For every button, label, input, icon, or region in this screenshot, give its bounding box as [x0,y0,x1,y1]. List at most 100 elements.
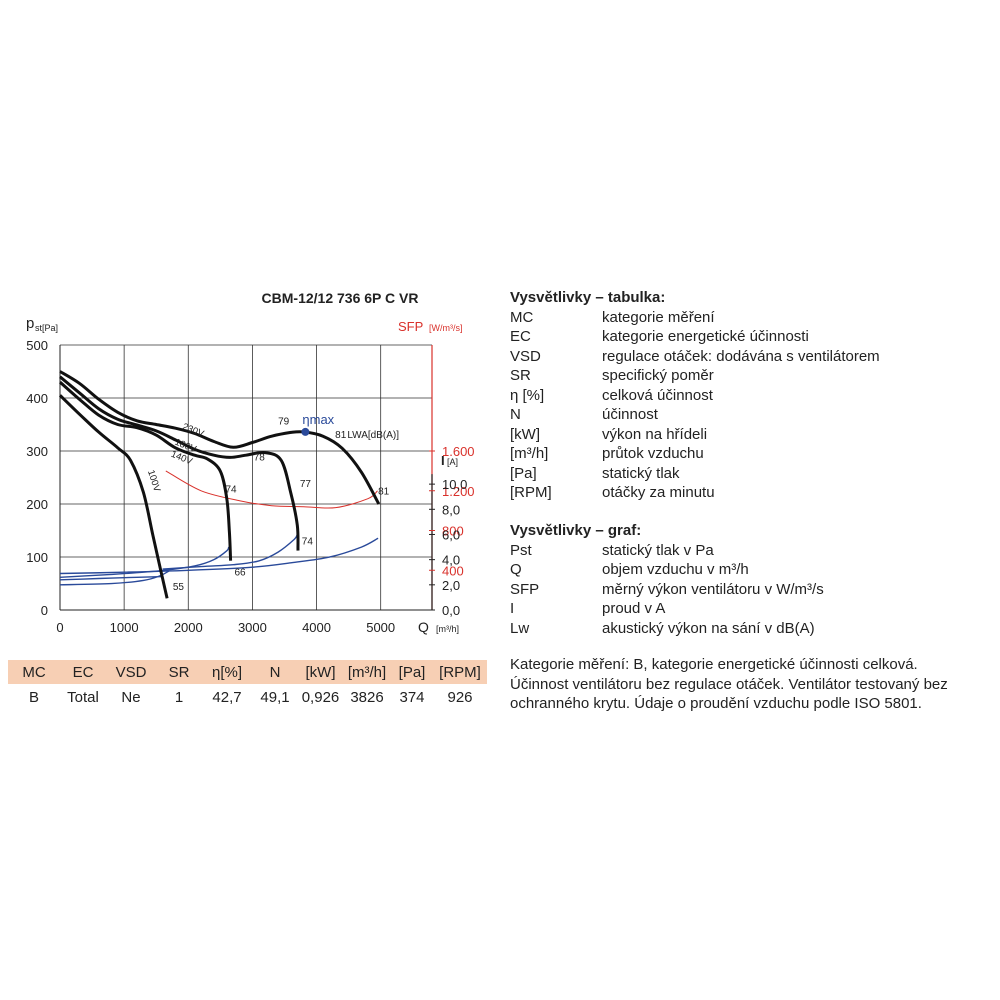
table-header-cell: N [252,660,298,684]
current-tick-label: 8,0 [442,502,460,517]
legend-table-title: Vysvětlivky – tabulka: [510,289,666,306]
legend-value: otáčky za minutu [602,484,715,501]
legend-row: [m³/h] průtok vzduchu [510,444,880,464]
current-tick-label: 2,0 [442,578,460,593]
table-cell: 42,7 [212,688,242,706]
legend-key: [kW] [510,425,540,443]
sfp-tick-label: 1.200 [442,484,475,499]
y-tick-label: 400 [26,391,48,406]
table-header-cell: [m³/h] [343,660,391,684]
x-tick-label: 4000 [302,620,331,635]
legend-value: kategorie měření [602,308,715,326]
legend-key: Q [510,561,522,578]
sfp-tick-label: 800 [442,524,464,539]
legend-row: MC kategorie měření [510,308,880,328]
curves [58,370,381,599]
legend-value: specifický poměr [602,367,714,384]
x-tick-label: 5000 [366,620,395,635]
efficiency-label: 79 [278,417,290,428]
legend-key: Lw [510,619,530,637]
efficiency-label: 81 [378,486,390,497]
legend-row: SFP měrný výkon ventilátoru v W/m³/s [510,580,824,600]
legend-row: VSD regulace otáček: dodávána s ventiláto… [510,347,880,367]
voltage-label: 230V [181,421,206,440]
legend-key: [m³/h] [510,445,549,462]
sfp-axis-unit: [W/m³/s] [429,323,463,333]
legend-key: [RPM] [510,484,552,501]
table-cell: 374 [399,688,425,706]
current-tick-label: 10,0 [442,477,467,492]
legend-row: Pst statický tlak v Pa [510,541,824,561]
y-axis-label: p [26,315,34,332]
y-tick-label: 100 [26,550,48,565]
sfp-tick-label: 1.600 [442,444,475,459]
efficiency-label: 66 [234,568,246,579]
efficiency-label: 77 [300,479,312,490]
table-header-cell: MC [8,660,60,684]
table-cell: 1 [174,688,184,706]
legend-value: objem vzduchu v m³/h [602,561,749,578]
table-header-cell: VSD [106,660,156,684]
measurement-note: Kategorie měření: B, kategorie energetic… [510,656,948,712]
legend-value: celková účinnost [602,386,713,404]
spec-table: MC EC VSD SR η[%] N [kW] [m³/h] [Pa] [RPM] B Total… [8,660,487,710]
current-tick-label: 4,0 [442,553,460,568]
efficiency-label: 55 [173,582,185,593]
pressure-curve-230v [59,370,381,505]
legend-value: statický tlak [602,464,680,482]
sfp-tick-label: 400 [442,563,464,578]
legend-key: N [510,406,521,423]
legend-value: průtok vzduchu [602,445,704,462]
efficiency-label: 78 [254,453,266,464]
eta-max-point [301,427,310,436]
table-cell: B [28,688,39,706]
legend-row: EC kategorie energetické účinnosti [510,327,880,347]
legend-graph: Vysvětlivky – graf: Pst statický tlak v P… [510,521,824,638]
legend-value: regulace otáček: dodávána s ventilátorem [602,347,880,365]
legend-row: Lw akustický výkon na sání v dB(A) [510,619,824,639]
grid [60,344,432,610]
current-tick-label: 0,0 [442,603,460,618]
axes: 0 1000 2000 3000 4000 5000 0 100 200 300 400 500 400… [26,315,475,635]
chart-title: CBM-12/12 736 6P C VR [262,290,419,306]
legend-key: MC [510,308,534,326]
fan-performance-chart: CBM-12/12 736 6P C VR 0 1000 2000 3000 4000 5… [26,290,475,635]
legend-value: proud v A [602,600,666,617]
table-header-cell: EC [60,660,106,684]
y-tick-label: 200 [26,497,48,512]
current-curve [162,534,298,570]
legend-key: EC [510,328,531,345]
legend-key: SFP [510,580,540,598]
current-axis-label: I [441,453,445,468]
table-cell: 926 [447,688,473,706]
y-tick-label: 300 [26,444,48,459]
table-cell: 0,926 [301,688,340,706]
sfp-axis-label: SFP [398,319,423,334]
table-cell: Total [67,688,99,706]
sfp-curve [165,470,378,509]
legend-key: VSD [510,347,541,365]
legend-key: SR [510,367,531,384]
eta-max-label: ηmax [302,412,334,427]
efficiency-label: 74 [302,536,314,547]
table-header-cell: SR [156,660,202,684]
voltage-label: 100V [145,469,163,494]
pressure-curve-180v [59,375,300,551]
pressure-curve-100v [58,394,169,599]
legend-row: [Pa] statický tlak [510,464,880,484]
legend-key: [Pa] [510,464,537,482]
x-axis-label: Q [418,619,429,635]
table-header-cell: [kW] [298,660,343,684]
legend-value: kategorie energetické účinnosti [602,328,809,345]
table-header-cell: η[%] [202,660,252,684]
legend-row: η [%] celková účinnost [510,386,880,406]
legend-value: výkon na hřídeli [602,425,708,443]
y-tick-label: 0 [41,603,48,618]
table-cell: 49,1 [260,688,290,706]
x-tick-label: 3000 [238,620,267,635]
x-axis-unit: [m³/h] [436,624,459,634]
legend-row: SR specifický poměr [510,366,880,386]
x-tick-label: 1000 [110,620,139,635]
